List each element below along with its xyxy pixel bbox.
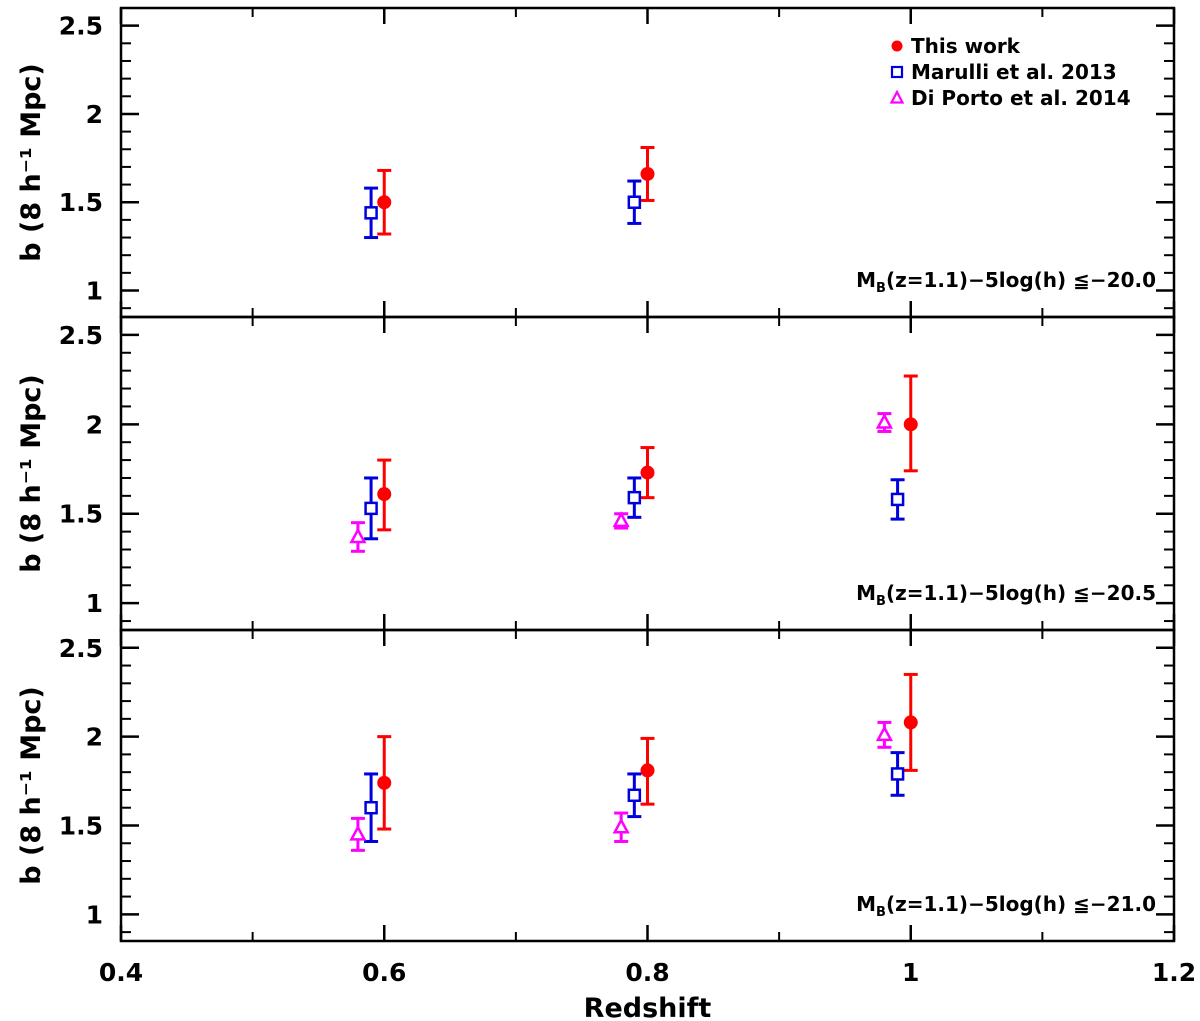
data-point (640, 446, 655, 500)
marker-marulli (364, 206, 378, 220)
panel-label-subscript: B (876, 594, 886, 609)
x-axis-label: Redshift (584, 993, 712, 1021)
legend-marker-this-work (891, 40, 903, 52)
marker-di-porto (612, 511, 630, 528)
y-axis-label: b (8 h⁻¹ Mpc) (16, 686, 47, 885)
x-tick-label: 0.6 (362, 958, 406, 987)
marker-this-work (377, 775, 392, 790)
x-tick-label: 1.2 (1152, 958, 1196, 987)
marker-this-work (640, 166, 655, 181)
y-tick-label: 2.5 (59, 12, 103, 41)
marker-di-porto (875, 725, 894, 742)
legend-label: Di Porto et al. 2014 (911, 86, 1131, 110)
data-point (627, 476, 642, 519)
panel-magnitude-label: MB(z=1.1)−5log(h) ≦−21.0 (856, 892, 1156, 920)
marker-marulli (627, 490, 642, 505)
data-point (377, 735, 392, 831)
marker-marulli (890, 767, 905, 781)
panel-label-main: M (856, 892, 876, 916)
panel-2: 1 1.5 2 2.5 b (8 h⁻¹ Mpc) MB(z=1.1)−5log(h) ≦… (16, 315, 1176, 632)
marker-this-work (640, 465, 655, 480)
marker-di-porto (612, 817, 630, 834)
panel-label-subscript: B (876, 905, 886, 920)
marker-this-work (377, 487, 392, 502)
y-tick-label: 1 (86, 900, 103, 929)
panel-label-subscript: B (876, 281, 886, 296)
data-point (890, 478, 905, 521)
marker-this-work (640, 763, 655, 778)
marker-marulli (364, 800, 378, 815)
data-point (903, 672, 918, 772)
marker-marulli (627, 788, 642, 803)
y-tick-label: 1.5 (59, 500, 103, 529)
marker-di-porto (349, 527, 367, 544)
y-axis-label: b (8 h⁻¹ Mpc) (16, 63, 47, 262)
panel-label-rest: (z=1.1)−5log(h) ≦−20.0 (886, 268, 1156, 292)
data-point (349, 816, 367, 852)
data-point (903, 374, 918, 473)
y-tick-label: 1 (86, 589, 103, 618)
data-point (364, 476, 379, 541)
data-point (640, 145, 655, 202)
legend-marker-marulli (890, 65, 904, 79)
x-tick-label: 1 (902, 958, 919, 987)
data-point (377, 458, 392, 532)
panel-3: 1 1.5 2 2.5 b (8 h⁻¹ Mpc) MB(z=1.1)−5log(h) ≦… (16, 628, 1176, 943)
panel-label-rest: (z=1.1)−5log(h) ≦−20.5 (886, 581, 1156, 605)
panel-label-rest: (z=1.1)−5log(h) ≦−21.0 (886, 892, 1156, 916)
panel-magnitude-label: MB(z=1.1)−5log(h) ≦−20.0 (856, 268, 1156, 296)
legend-marker-di-porto (889, 89, 905, 104)
data-point (612, 811, 630, 843)
data-point (377, 168, 392, 236)
y-tick-label: 2.5 (59, 634, 103, 663)
panel-label-main: M (856, 268, 876, 292)
data-point (364, 186, 379, 240)
data-point (890, 751, 905, 797)
data-point (875, 412, 894, 433)
marker-this-work (377, 195, 392, 210)
marker-this-work (903, 417, 918, 432)
y-tick-label: 2 (86, 410, 103, 439)
legend-label: This work (911, 34, 1021, 58)
x-tick-label: 0.4 (99, 958, 143, 987)
marker-marulli (890, 492, 905, 507)
data-point (612, 511, 630, 530)
marker-di-porto (875, 412, 894, 429)
marker-marulli (627, 195, 642, 209)
y-tick-label: 1.5 (59, 811, 103, 840)
data-point (627, 772, 642, 819)
y-axis-label: b (8 h⁻¹ Mpc) (16, 374, 47, 573)
x-tick-label: 0.8 (625, 958, 669, 987)
data-point (875, 720, 894, 749)
y-tick-label: 2.5 (59, 321, 103, 350)
y-tick-label: 1 (86, 277, 103, 306)
data-point (349, 521, 367, 553)
marker-di-porto (349, 824, 367, 841)
panel-magnitude-label: MB(z=1.1)−5log(h) ≦−20.5 (856, 581, 1156, 609)
data-point (640, 736, 655, 806)
y-tick-label: 2 (86, 723, 103, 752)
data-point (364, 772, 379, 843)
data-point (627, 179, 642, 225)
y-tick-label: 1.5 (59, 188, 103, 217)
marker-this-work (903, 715, 918, 730)
panel-label-main: M (856, 581, 876, 605)
legend-label: Marulli et al. 2013 (911, 60, 1117, 84)
y-tick-label: 2 (86, 100, 103, 129)
marker-marulli (364, 501, 378, 516)
